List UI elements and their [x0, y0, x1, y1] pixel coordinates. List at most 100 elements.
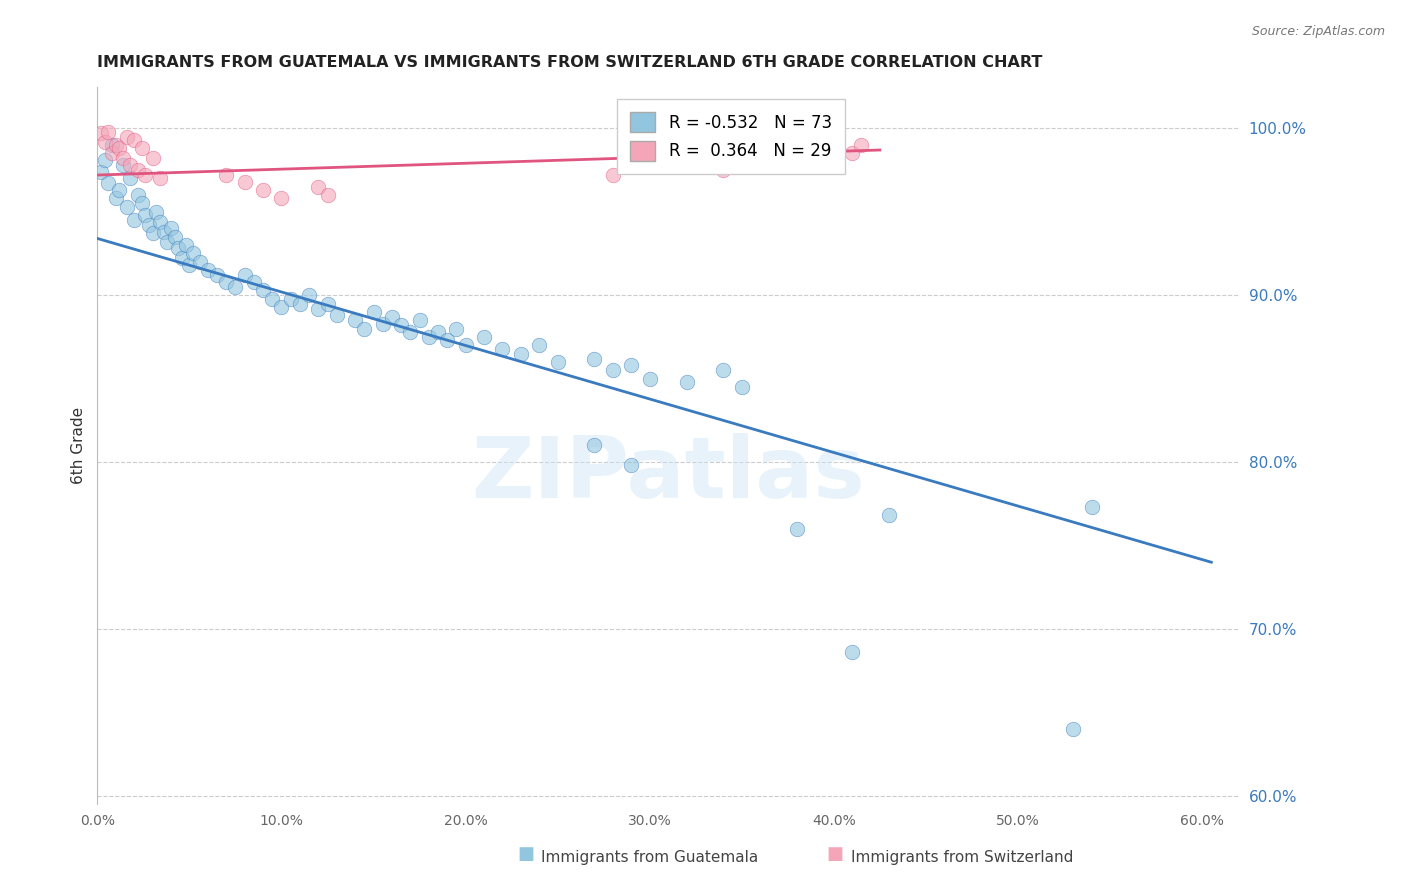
Point: [145, 204, 167, 219]
Point: [163, 229, 186, 244]
Point: [149, 171, 172, 186]
Point: [786, 522, 808, 536]
Point: [583, 351, 606, 366]
Point: [270, 300, 292, 314]
Point: [804, 152, 827, 166]
Y-axis label: 6th Grade: 6th Grade: [72, 407, 86, 484]
Point: [90, 126, 112, 140]
Point: [174, 238, 197, 252]
Point: [93, 135, 115, 149]
Point: [731, 380, 754, 394]
Point: [363, 305, 385, 319]
Point: [233, 268, 256, 282]
Point: [389, 318, 412, 333]
Point: [344, 313, 367, 327]
Point: [101, 146, 124, 161]
Point: [446, 321, 468, 335]
Point: [167, 242, 190, 256]
Point: [841, 645, 863, 659]
Point: [851, 138, 873, 153]
Text: Source: ZipAtlas.com: Source: ZipAtlas.com: [1251, 25, 1385, 38]
Point: [142, 152, 165, 166]
Point: [427, 325, 450, 339]
Point: [190, 255, 212, 269]
Point: [181, 246, 204, 260]
Point: [97, 125, 120, 139]
Point: [418, 330, 440, 344]
Point: [262, 292, 284, 306]
Point: [399, 325, 422, 339]
Text: ■: ■: [517, 846, 534, 863]
Point: [115, 129, 138, 144]
Point: [841, 146, 863, 161]
Point: [547, 355, 569, 369]
Point: [127, 163, 149, 178]
Point: [142, 227, 165, 241]
Point: [491, 342, 513, 356]
Point: [583, 438, 606, 452]
Point: [112, 152, 135, 166]
Point: [602, 363, 624, 377]
Point: [280, 292, 302, 306]
Point: [179, 258, 201, 272]
Text: IMMIGRANTS FROM GUATEMALA VS IMMIGRANTS FROM SWITZERLAND 6TH GRADE CORRELATION C: IMMIGRANTS FROM GUATEMALA VS IMMIGRANTS …: [97, 55, 1043, 70]
Point: [120, 158, 142, 172]
Point: [127, 188, 149, 202]
Point: [243, 275, 266, 289]
Point: [620, 359, 643, 373]
Point: [408, 313, 430, 327]
Point: [215, 275, 238, 289]
Point: [823, 158, 845, 172]
Point: [711, 363, 734, 377]
Point: [316, 296, 339, 310]
Point: [1062, 722, 1084, 736]
Point: [108, 183, 131, 197]
Point: [120, 171, 142, 186]
Point: [115, 200, 138, 214]
Point: [224, 280, 246, 294]
Point: [134, 168, 156, 182]
Point: [131, 196, 153, 211]
Point: [436, 333, 458, 347]
Point: [316, 188, 339, 202]
Point: [620, 458, 643, 473]
Point: [101, 138, 124, 153]
Point: [97, 177, 120, 191]
Point: [138, 218, 160, 232]
Point: [131, 141, 153, 155]
Point: [877, 508, 900, 523]
Point: [104, 138, 127, 153]
Point: [215, 168, 238, 182]
Point: [112, 158, 135, 172]
Point: [529, 338, 551, 352]
Point: [307, 179, 329, 194]
Point: [197, 263, 219, 277]
Point: [122, 213, 145, 227]
Point: [252, 283, 274, 297]
Point: [298, 288, 321, 302]
Legend: R = -0.532   N = 73, R =  0.364   N = 29: R = -0.532 N = 73, R = 0.364 N = 29: [617, 98, 845, 174]
Point: [325, 308, 347, 322]
Point: [134, 208, 156, 222]
Point: [1080, 500, 1102, 515]
Text: Immigrants from Switzerland: Immigrants from Switzerland: [851, 850, 1073, 865]
Point: [472, 330, 495, 344]
Point: [108, 141, 131, 155]
Text: ZIPatlas: ZIPatlas: [471, 433, 865, 516]
Point: [675, 375, 697, 389]
Point: [93, 153, 115, 167]
Point: [90, 164, 112, 178]
Point: [205, 268, 228, 282]
Point: [170, 252, 193, 266]
Point: [638, 158, 661, 172]
Point: [749, 154, 772, 169]
Text: ■: ■: [827, 846, 844, 863]
Point: [122, 133, 145, 147]
Point: [381, 310, 404, 324]
Point: [711, 163, 734, 178]
Point: [233, 175, 256, 189]
Point: [104, 191, 127, 205]
Point: [270, 191, 292, 205]
Point: [602, 168, 624, 182]
Point: [252, 183, 274, 197]
